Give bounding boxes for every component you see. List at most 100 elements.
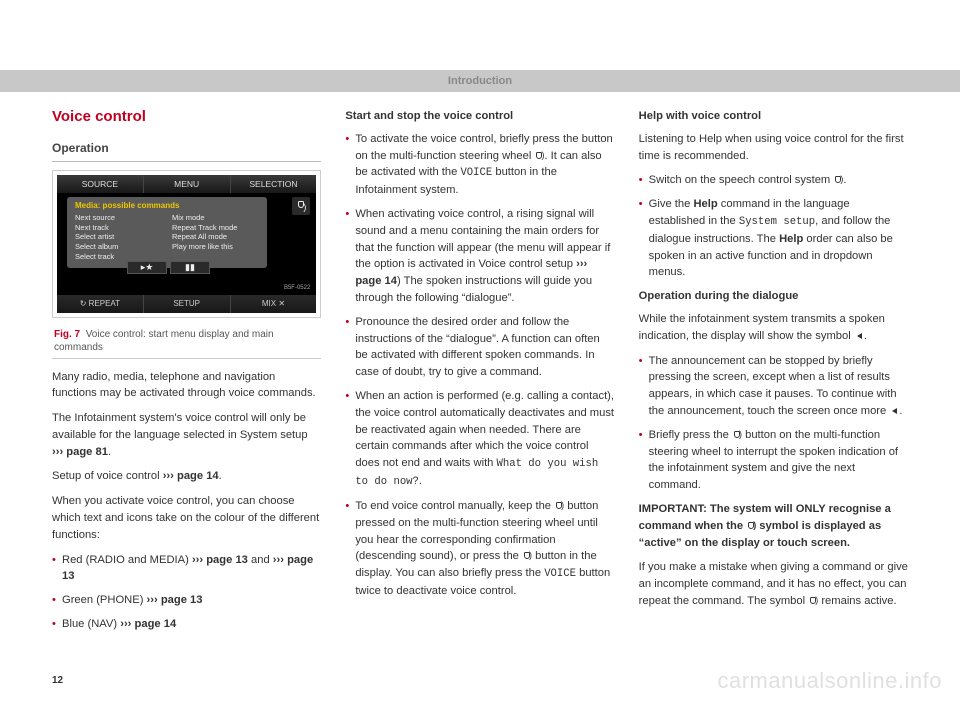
cmd: Select artist <box>75 232 162 242</box>
column-3: Help with voice control Listening to Hel… <box>639 106 908 640</box>
figure-caption-text: Voice control: start menu display and ma… <box>54 329 274 353</box>
text: Green (PHONE) <box>62 594 147 606</box>
text: . <box>843 174 846 186</box>
paragraph: If you make a mistake when giving a comm… <box>639 559 908 609</box>
figure-box: SOURCE MENU SELECTION Media: possible co… <box>52 170 321 318</box>
text: . <box>864 330 867 342</box>
button-label: VOICE <box>460 167 492 179</box>
cmd: Select album <box>75 242 162 252</box>
voice-icon <box>522 551 532 561</box>
list-item: When an action is performed (e.g. callin… <box>345 388 614 491</box>
voice-icon <box>732 430 742 440</box>
speaker-icon <box>889 406 899 416</box>
page-ref: ››› page 81 <box>52 446 108 458</box>
cmd: Mix mode <box>172 213 259 223</box>
voice-icon <box>808 596 818 606</box>
tab-setup: SETUP <box>144 295 231 313</box>
text: Blue (NAV) <box>62 618 120 630</box>
cmd: Next track <box>75 223 162 233</box>
paragraph: When you activate voice control, you can… <box>52 493 321 543</box>
tab-source: SOURCE <box>57 175 144 193</box>
page-ref: ››› page 13 <box>147 594 203 606</box>
section-head: Help with voice control <box>639 108 908 125</box>
help-word: Help <box>693 198 717 210</box>
list-item: Briefly press the button on the multi-fu… <box>639 427 908 494</box>
list-item: When activating voice control, a rising … <box>345 206 614 307</box>
important-note: IMPORTANT: The system will ONLY recognis… <box>639 501 908 551</box>
paragraph: Many radio, media, telephone and navigat… <box>52 369 321 403</box>
section-title: Voice control <box>52 106 321 129</box>
text: Give the <box>649 198 694 210</box>
text: . <box>899 405 902 417</box>
tab-repeat: ↻ REPEAT <box>57 295 144 313</box>
text: Briefly press the <box>649 429 732 441</box>
column-1: Voice control Operation SOURCE MENU SELE… <box>52 106 321 640</box>
header-bar: Introduction <box>0 70 960 92</box>
tab-mix: MIX ✕ <box>231 295 317 313</box>
text: The Infotainment system's voice control … <box>52 412 308 441</box>
popup-title: Media: possible commands <box>75 201 259 211</box>
text: While the infotainment system transmits … <box>639 313 885 342</box>
paragraph: The Infotainment system's voice control … <box>52 410 321 460</box>
page-ref: ››› page 14 <box>120 618 176 630</box>
text: . <box>419 475 422 487</box>
list-item: To end voice control manually, keep the … <box>345 498 614 600</box>
button-label: VOICE <box>544 568 576 580</box>
list-item: Give the Help command in the language es… <box>639 196 908 281</box>
page-ref: ››› page 13 <box>192 554 248 566</box>
figure-caption: Fig. 7 Voice control: start menu display… <box>52 322 321 359</box>
popup-col-right: Mix mode Repeat Track mode Repeat All mo… <box>172 213 259 262</box>
popup-columns: Next source Next track Select artist Sel… <box>75 213 259 262</box>
text: Setup of voice control <box>52 470 163 482</box>
list-item: Blue (NAV) ››› page 14 <box>52 616 321 633</box>
text: . <box>108 446 111 458</box>
text: Switch on the speech control system <box>649 174 834 186</box>
list-item: Green (PHONE) ››› page 13 <box>52 592 321 609</box>
speaker-icon <box>854 331 864 341</box>
text: To end voice control manually, keep the <box>355 500 554 512</box>
cmd: Repeat Track mode <box>172 223 259 233</box>
manual-page: Introduction Voice control Operation SOU… <box>0 0 960 708</box>
figure-number: Fig. 7 <box>54 329 80 340</box>
popup-col-left: Next source Next track Select artist Sel… <box>75 213 162 262</box>
voice-icon <box>833 175 843 185</box>
list-item: To activate the voice control, briefly p… <box>345 131 614 199</box>
infotainment-screenshot: SOURCE MENU SELECTION Media: possible co… <box>57 175 316 313</box>
section-head: Operation during the dialogue <box>639 288 908 305</box>
screen-bottom-tabs: ↻ REPEAT SETUP MIX ✕ <box>57 295 316 313</box>
page-number: 12 <box>52 675 63 686</box>
list-item: Red (RADIO and MEDIA) ››› page 13 and ››… <box>52 552 321 586</box>
paragraph: While the infotainment system transmits … <box>639 311 908 345</box>
text: When activating voice control, a rising … <box>355 208 610 270</box>
text: Red (RADIO and MEDIA) <box>62 554 192 566</box>
tab-menu: MENU <box>144 175 231 193</box>
btn-playstar: ▸★ <box>127 261 167 274</box>
paragraph: Listening to Help when using voice contr… <box>639 131 908 165</box>
bullet-list: To activate the voice control, briefly p… <box>345 131 614 600</box>
cmd: Next source <box>75 213 162 223</box>
mono-text: System setup <box>739 216 815 228</box>
page-ref: ››› page 14 <box>163 470 219 482</box>
paragraph: Setup of voice control ››› page 14. <box>52 468 321 485</box>
commands-popup: Media: possible commands Next source Nex… <box>67 197 267 268</box>
text: and <box>248 554 273 566</box>
bullet-list: Red (RADIO and MEDIA) ››› page 13 and ››… <box>52 552 321 633</box>
text: . <box>219 470 222 482</box>
list-item: Pronounce the desired order and follow t… <box>345 314 614 381</box>
screen-media-buttons: ▸★ ▮▮ <box>127 261 210 274</box>
tab-selection: SELECTION <box>231 175 317 193</box>
voice-icon <box>554 501 564 511</box>
help-word: Help <box>779 233 803 245</box>
screen-top-tabs: SOURCE MENU SELECTION <box>57 175 316 193</box>
subsection-title: Operation <box>52 139 321 157</box>
list-item: Switch on the speech control system . <box>639 172 908 189</box>
content-columns: Voice control Operation SOURCE MENU SELE… <box>52 106 908 640</box>
text: remains active. <box>818 595 896 607</box>
bullet-list: Switch on the speech control system . Gi… <box>639 172 908 281</box>
rule <box>52 161 321 162</box>
voice-icon <box>534 151 544 161</box>
fig-ref-label: B5F-0522 <box>284 284 310 293</box>
column-2: Start and stop the voice control To acti… <box>345 106 614 640</box>
text: The announcement can be stopped by brief… <box>649 355 897 417</box>
cmd: Play more like this <box>172 242 259 252</box>
